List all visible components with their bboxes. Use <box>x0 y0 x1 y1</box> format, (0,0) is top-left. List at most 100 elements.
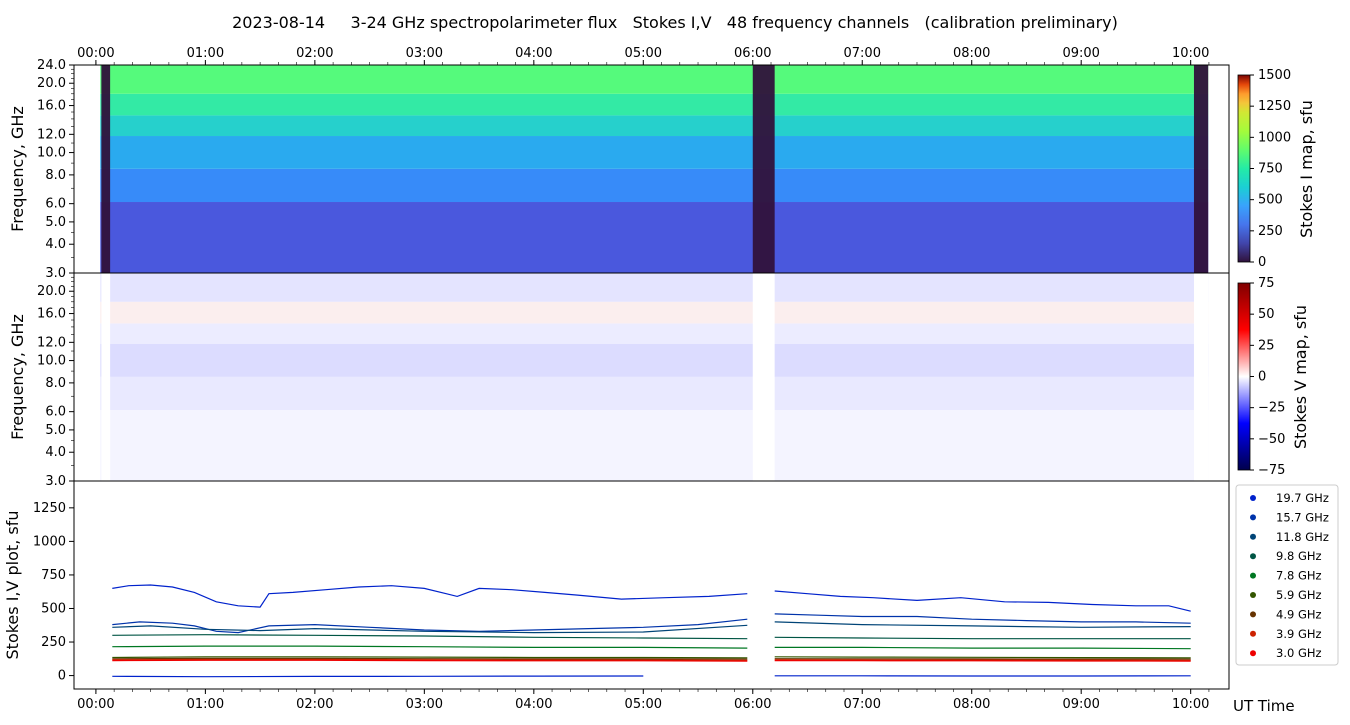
bottom-tick-label: 08:00 <box>953 697 990 712</box>
plot-y-tick-label: 750 <box>41 568 66 583</box>
bottom-tick-label: 00:00 <box>77 697 114 712</box>
plot-y-axis: 1250 1000 750 500 250 0 <box>33 501 74 684</box>
series-line <box>112 624 748 634</box>
colorbar-tick-label: 0 <box>1258 370 1266 385</box>
legend-marker <box>1250 630 1256 637</box>
stokes-i-gap <box>752 65 775 273</box>
plot-y-tick-label: 250 <box>41 635 66 650</box>
freq-tick-label: 16.0 <box>37 307 66 322</box>
colorbar-tick-label: 25 <box>1258 338 1275 353</box>
freq-tick-label: 5.0 <box>45 215 66 230</box>
stokes-v-gap <box>101 273 111 481</box>
bottom-tick-label: 06:00 <box>734 697 771 712</box>
freq-tick-label: 6.0 <box>45 197 66 212</box>
series-line <box>112 657 748 660</box>
stokes-i-colorbar <box>1237 74 1251 263</box>
top-tick-label: 05:00 <box>625 46 662 61</box>
legend-label: 3.9 GHz <box>1276 627 1322 641</box>
top-tick-label: 07:00 <box>844 46 881 61</box>
plot-frame <box>73 480 1230 690</box>
colorbar-tick-label: 1500 <box>1258 68 1291 83</box>
legend-label: 7.8 GHz <box>1276 569 1322 583</box>
colorbar-tick-label: −50 <box>1258 432 1285 447</box>
colorbar-tick-label: 50 <box>1258 307 1275 322</box>
freq-tick-label: 4.0 <box>45 237 66 252</box>
legend-marker <box>1250 592 1256 598</box>
colorbar-tick-label: −75 <box>1258 463 1285 478</box>
stokes-v-band <box>100 323 1209 345</box>
stokes-v-colorbar-label: Stokes V map, sfu <box>1291 305 1310 449</box>
stokes-v-colorbar-ticks: 75 50 25 0 −25 −50 −75 <box>1250 276 1285 478</box>
legend: 19.7 GHz 15.7 GHz 11.8 GHz 9.8 GHz 7.8 GHz 5.… <box>1250 491 1329 660</box>
freq-tick-label: 20.0 <box>37 284 66 299</box>
series-line <box>112 584 748 608</box>
stokes-v-gap <box>1193 273 1209 481</box>
colorbar-tick-label: 75 <box>1258 276 1275 291</box>
bottom-tick-label: 04:00 <box>515 697 552 712</box>
freq-tick-label: 4.0 <box>45 445 66 460</box>
colorbar-tick-label: 750 <box>1258 162 1283 177</box>
series-line <box>774 621 1191 628</box>
stokes-i-band <box>100 136 1209 169</box>
top-time-axis: 00:00 01:00 02:00 03:00 04:00 05:00 06:00 07:00… <box>77 46 1209 65</box>
series-line <box>774 659 1191 662</box>
freq-tick-label: 8.0 <box>45 168 66 183</box>
top-tick-label: 09:00 <box>1062 46 1099 61</box>
stokes-i-band <box>100 168 1209 203</box>
series-line <box>112 645 748 649</box>
top-tick-label: 10:00 <box>1172 46 1209 61</box>
series-line <box>774 658 1191 660</box>
stokes-v-gap <box>752 273 775 481</box>
bottom-tick-label: 07:00 <box>844 697 881 712</box>
bottom-tick-label: 10:00 <box>1172 697 1209 712</box>
freq-tick-label: 3.0 <box>45 474 66 489</box>
stokes-v-band <box>100 376 1209 411</box>
stokes-i-y-axis: 24.0 20.0 16.0 12.0 10.0 8.0 6.0 5.0 4.0 3.0 <box>37 58 74 281</box>
stokes-i-bands <box>100 65 1209 273</box>
series-line <box>774 636 1191 640</box>
series-line <box>774 590 1191 612</box>
legend-label: 3.0 GHz <box>1276 646 1322 660</box>
stokes-i-gap <box>1193 65 1209 273</box>
time-axis-label: UT Time <box>1233 697 1295 715</box>
freq-tick-label: 20.0 <box>37 76 66 91</box>
top-tick-label: 06:00 <box>734 46 771 61</box>
series-line <box>112 618 748 634</box>
legend-marker <box>1250 514 1256 521</box>
top-tick-label: 00:00 <box>77 46 114 61</box>
legend-marker <box>1250 611 1256 618</box>
freq-tick-label: 10.0 <box>37 146 66 161</box>
legend-label: 11.8 GHz <box>1276 530 1329 544</box>
plot-series <box>112 584 1191 678</box>
series-line <box>774 656 1191 659</box>
colorbar-tick-label: 1250 <box>1258 99 1291 114</box>
bottom-tick-label: 05:00 <box>625 697 662 712</box>
colorbar-tick-label: 0 <box>1258 255 1266 270</box>
colorbar-tick-label: 500 <box>1258 193 1283 208</box>
legend-label: 9.8 GHz <box>1276 549 1322 563</box>
stokes-i-band <box>100 202 1209 273</box>
freq-tick-label: 10.0 <box>37 354 66 369</box>
legend-marker <box>1250 572 1256 579</box>
series-line <box>112 675 644 678</box>
series-line <box>112 634 748 640</box>
stokes-v-ylabel: Frequency, GHz <box>8 314 27 440</box>
stokes-v-band <box>100 301 1209 324</box>
bottom-tick-label: 03:00 <box>406 697 443 712</box>
figure-title: 2023-08-14 3-24 GHz spectropolarimeter f… <box>232 13 1118 32</box>
legend-label: 19.7 GHz <box>1276 491 1329 505</box>
series-line <box>112 656 748 659</box>
top-tick-label: 04:00 <box>515 46 552 61</box>
plot-ylabel: Stokes I,V plot, sfu <box>3 511 22 660</box>
stokes-i-colorbar-ticks: 1500 1250 1000 750 500 250 0 <box>1250 68 1291 270</box>
top-tick-label: 08:00 <box>953 46 990 61</box>
freq-tick-label: 8.0 <box>45 376 66 391</box>
bottom-tick-label: 02:00 <box>296 697 333 712</box>
stokes-v-bands <box>100 273 1209 481</box>
plot-y-tick-label: 1250 <box>33 501 66 516</box>
stokes-v-band <box>100 410 1209 481</box>
legend-marker <box>1250 495 1256 501</box>
colorbar-tick-label: 250 <box>1258 224 1283 239</box>
bottom-tick-label: 01:00 <box>187 697 224 712</box>
